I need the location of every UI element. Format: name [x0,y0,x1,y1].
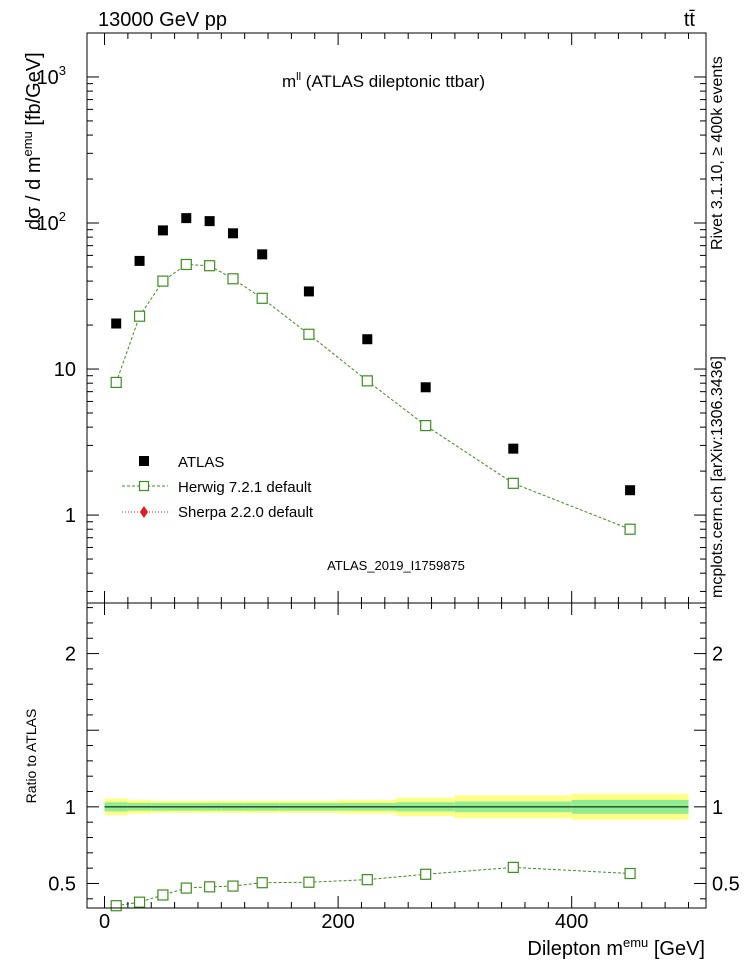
legend-entry-atlas: ATLAS [139,454,224,471]
ratio-y-tick-label: 2 [65,644,76,666]
atlas-point [157,225,168,236]
ratio-y-tick-label-right: 2 [712,644,723,666]
legend: ATLAS Herwig 7.2.1 default Sherpa 2.2.0 … [122,454,314,521]
herwig-point [204,260,216,272]
legend-marker-sherpa [140,506,148,518]
ratio-panel: 0.5 0.5 1 1 2 2 0 200 400 Ratio to ATLAS Dilepto… [23,602,740,960]
atlas-point [625,485,636,496]
main-panel: 1 10 102 103 mll (ATLAS dileptonic ttbar) d… [20,32,707,604]
atlas-point [204,216,215,227]
x-tick-label: 0 [99,911,110,933]
herwig-point [256,292,268,304]
herwig-point [361,375,373,387]
herwig-point [110,376,122,389]
legend-entry-sherpa: Sherpa 2.2.0 default [122,504,314,521]
mcplots-source-label: mcplots.cern.ch [arXiv:1306.3436] [709,356,726,598]
atlas-point [362,334,373,345]
legend-label-herwig: Herwig 7.2.1 default [178,479,312,496]
y-tick-label: 10 [54,359,76,381]
herwig-ratio-point [420,868,432,880]
atlas-point [134,255,145,266]
legend-label-atlas: ATLAS [178,454,224,471]
y-tick-label: 103 [37,63,66,89]
atlas-point [508,443,519,454]
ratio-y-axis-label: Ratio to ATLAS [23,709,39,804]
herwig-ratio-point [110,900,122,912]
herwig-ratio-point [256,877,268,889]
herwig-point [157,275,169,287]
herwig-ratio-point [507,861,519,873]
herwig-series-line [115,263,631,530]
atlas-point [420,382,431,393]
ratio-y-tick-label-right: 0.5 [712,873,740,895]
x-axis-label: Dilepton memu [GeV] [527,935,705,960]
atlas-point [227,228,238,239]
herwig-ratio-point [227,880,239,892]
herwig-point [133,310,146,322]
ratio-y-tick-label: 0.5 [48,873,76,895]
herwig-point [227,273,239,285]
y-tick-label: 1 [65,505,76,527]
herwig-point [507,477,519,489]
x-tick-label: 400 [555,911,588,933]
herwig-ratio-point [157,889,169,901]
herwig-ratio-point [180,882,192,894]
herwig-ratio-point [204,881,216,893]
atlas-point [111,318,122,329]
atlas-point [181,213,192,224]
herwig-point [303,328,315,340]
x-tick-label: 200 [321,911,354,933]
herwig-point [420,419,432,432]
ratio-panel-frame [86,602,707,909]
ratio-plot-content [104,793,689,912]
herwig-ratio-point [624,867,636,880]
legend-label-sherpa: Sherpa 2.2.0 default [178,504,314,521]
analysis-watermark: ATLAS_2019_I1759875 [327,558,465,573]
legend-marker-atlas [139,456,149,466]
rivet-version-label: Rivet 3.1.10, ≥ 400k events [709,56,726,250]
herwig-point [180,258,192,271]
chart-title: mll (ATLAS dileptonic ttbar) [282,71,485,91]
y-tick-label: 102 [37,209,66,235]
final-state-label: tt̄ [684,9,696,31]
herwig-ratio-line [116,866,631,907]
main-y-axis-label: dσ / d memu [fb/GeV] [20,52,45,230]
process-label: 13000 GeV pp [98,9,227,31]
herwig-point [624,523,636,535]
herwig-ratio-point [133,896,146,908]
main-axis-ticks: 1 10 102 103 [37,32,706,603]
ratio-axis-ticks: 0.5 0.5 1 1 2 2 0 200 400 [48,603,740,933]
herwig-ratio-point [361,874,373,886]
herwig-ratio-point [303,876,315,888]
legend-entry-herwig: Herwig 7.2.1 default [122,479,312,496]
atlas-point [257,249,268,260]
ratio-y-tick-label: 1 [65,797,76,819]
atlas-point [303,286,314,297]
legend-marker-herwig [138,480,150,492]
ratio-y-tick-label-right: 1 [712,797,723,819]
main-plot-content [110,213,636,535]
